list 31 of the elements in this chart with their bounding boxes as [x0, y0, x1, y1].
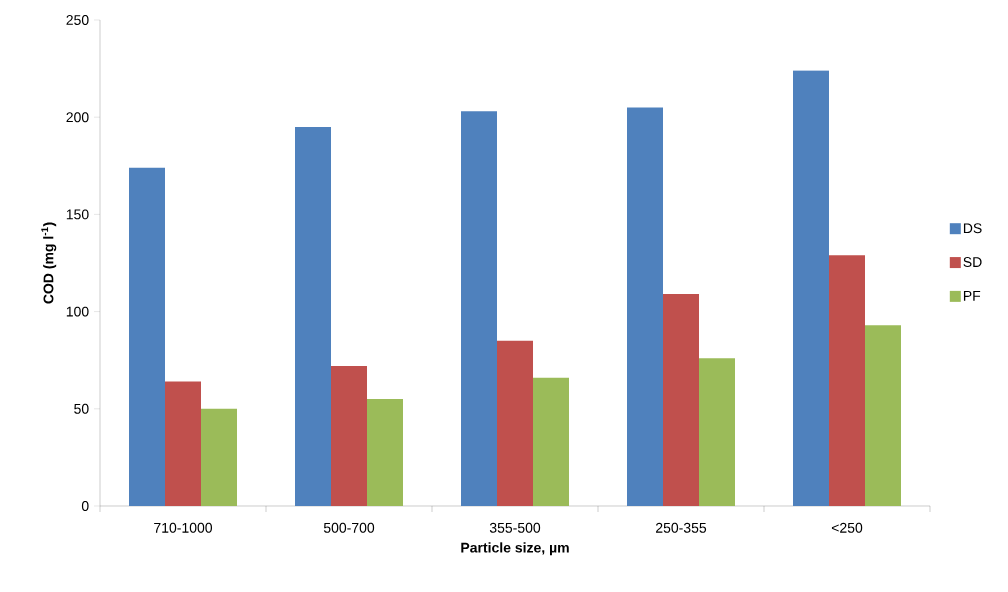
bar: [829, 255, 866, 506]
x-tick-label: 250-355: [656, 522, 707, 533]
legend-label: PF: [963, 291, 981, 301]
y-tick-label: 150: [66, 209, 89, 220]
bar: [699, 358, 736, 506]
x-tick-label: 355-500: [489, 522, 541, 533]
bar: [367, 399, 403, 506]
bar: [461, 111, 497, 506]
bar: [533, 377, 570, 506]
bar: [663, 294, 700, 506]
bar: [865, 325, 902, 506]
x-tick-label: 500-700: [323, 522, 375, 533]
legend-label: SD: [963, 257, 982, 268]
bar: [331, 366, 368, 506]
y-tick-label: 200: [66, 112, 89, 123]
y-axis-title: COD (mg l$^{-1}$): [41, 222, 57, 304]
bar: [201, 408, 238, 506]
y-tick-label: 0: [81, 501, 89, 511]
bar: [497, 340, 534, 506]
x-tick-label: 710-1000: [154, 522, 213, 533]
y-tick-label: 50: [74, 403, 89, 414]
bar: [129, 167, 165, 506]
legend-label: DS: [963, 223, 982, 234]
x-axis-title: Particle size, µm: [461, 542, 569, 556]
bar: [793, 70, 829, 506]
x-tick-label: <250: [831, 522, 863, 533]
bar: [627, 107, 664, 506]
y-tick-label: 100: [66, 306, 89, 317]
bar: [165, 381, 201, 506]
bar: [295, 126, 331, 506]
y-tick-label: 250: [66, 15, 89, 25]
